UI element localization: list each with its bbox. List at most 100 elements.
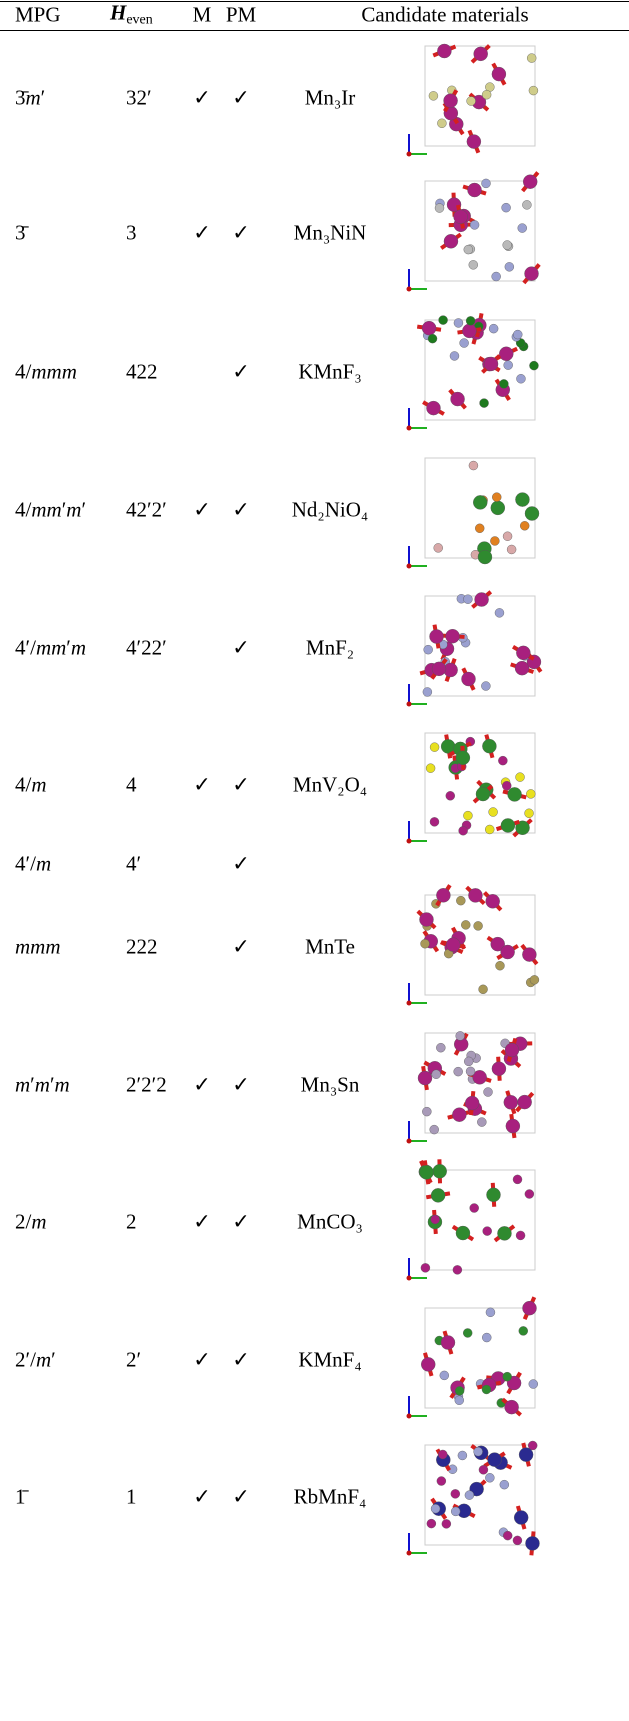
atom <box>503 1095 519 1110</box>
atom <box>514 660 530 676</box>
material-cell: KMnF₄ <box>298 1347 362 1372</box>
atom <box>515 772 525 782</box>
atom <box>421 1357 436 1372</box>
atom <box>488 323 499 334</box>
atom <box>432 1164 447 1179</box>
atom <box>417 1070 433 1086</box>
atom <box>477 549 493 565</box>
atom <box>450 391 465 407</box>
atom <box>522 200 532 210</box>
atom <box>419 1165 434 1180</box>
atom <box>458 826 468 836</box>
atom <box>468 260 478 270</box>
atom <box>461 920 471 930</box>
atom <box>491 271 501 282</box>
top-rule <box>0 1 629 2</box>
atom <box>452 1107 467 1122</box>
pm-cell: ✓ <box>232 851 250 876</box>
atom <box>502 781 512 791</box>
heven-cell: 2 <box>126 1209 137 1234</box>
atom <box>485 894 500 909</box>
m-cell: ✓ <box>193 772 211 797</box>
pm-cell: ✓ <box>232 772 250 797</box>
atom <box>462 1328 473 1338</box>
atom <box>475 523 485 533</box>
atom <box>481 90 492 100</box>
atom <box>502 531 513 541</box>
unit-cell <box>424 45 536 147</box>
atom <box>464 1095 480 1111</box>
atom <box>443 93 458 108</box>
heven-cell: 222 <box>126 934 158 959</box>
atom <box>468 888 483 903</box>
atom <box>473 46 488 62</box>
crystal-structure-image <box>406 313 539 431</box>
crystal-structure-image <box>406 732 536 844</box>
atom <box>438 1449 448 1460</box>
axis-x <box>406 1138 412 1144</box>
atom <box>516 374 526 384</box>
axis-x <box>406 1000 412 1006</box>
atom <box>513 329 523 340</box>
atom <box>524 266 539 281</box>
material-cell: Mn₃Sn <box>300 1072 360 1097</box>
atom <box>482 1332 492 1343</box>
atom <box>524 506 540 521</box>
axis-x <box>406 151 412 157</box>
atom <box>529 975 540 985</box>
atom <box>455 750 471 765</box>
unit-cell <box>424 1169 536 1271</box>
atom <box>455 1031 465 1041</box>
atom <box>446 937 461 952</box>
atom <box>485 1307 496 1318</box>
unit-cell <box>424 894 536 996</box>
atom <box>454 1386 465 1396</box>
heven-cell: 4′22′ <box>126 635 167 660</box>
atom <box>464 1056 474 1067</box>
atom <box>468 460 479 471</box>
atom <box>427 333 438 344</box>
mpg-cell: 4′/mm′m <box>15 635 87 660</box>
pm-cell: ✓ <box>232 359 250 384</box>
pm-cell: ✓ <box>232 220 250 245</box>
atom <box>473 495 488 510</box>
atom <box>420 1263 431 1273</box>
m-cell: ✓ <box>193 85 211 110</box>
atom <box>463 594 473 604</box>
pm-cell: ✓ <box>232 1209 250 1234</box>
atom <box>457 1450 468 1461</box>
atom <box>475 786 491 802</box>
m-cell: ✓ <box>193 1484 211 1509</box>
atom <box>483 1087 493 1097</box>
heven-cell: 4 <box>126 772 137 797</box>
header-pm: PM <box>225 2 257 27</box>
atom <box>524 808 534 818</box>
atom <box>523 174 538 189</box>
mpg-cell: 2′/m′ <box>15 1347 56 1372</box>
header-rule <box>0 30 629 31</box>
atom <box>439 1370 449 1381</box>
pm-cell: ✓ <box>232 1072 250 1097</box>
atom <box>517 223 527 233</box>
crystal-structure-image <box>406 457 540 569</box>
atom <box>472 1070 487 1085</box>
atom <box>434 203 445 213</box>
material-cell: MnF₂ <box>305 635 355 660</box>
atom <box>436 1476 447 1486</box>
atom <box>428 91 439 101</box>
atom <box>437 43 452 59</box>
atom <box>430 1503 441 1514</box>
atom <box>485 824 495 835</box>
axis-x <box>406 838 412 844</box>
heven-cell: 2′ <box>126 1347 142 1372</box>
atom <box>481 681 491 691</box>
atom <box>464 1490 475 1500</box>
atom <box>466 96 476 106</box>
atom <box>517 1094 532 1110</box>
atom <box>461 671 476 687</box>
atom <box>469 1203 479 1213</box>
atom <box>504 262 515 272</box>
atom <box>453 1066 463 1077</box>
axis-x <box>406 1550 412 1556</box>
